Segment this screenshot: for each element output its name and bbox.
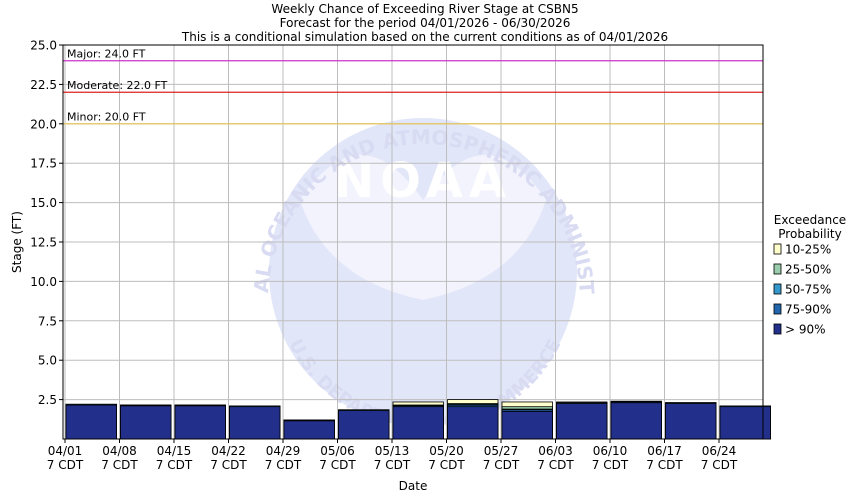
legend: Exceedance Probability 10-25% 25-50% 50-75… bbox=[773, 213, 846, 337]
x-tick-label: 04/15 bbox=[157, 444, 192, 458]
bar-90-05-20 bbox=[447, 406, 499, 440]
legend-entry: 10-25% bbox=[785, 243, 831, 257]
threshold-label: Moderate: 22.0 FT bbox=[67, 79, 168, 92]
x-tick-sublabel: 7 CDT bbox=[156, 458, 193, 472]
x-tick-sublabel: 7 CDT bbox=[101, 458, 138, 472]
x-tick-sublabel: 7 CDT bbox=[537, 458, 574, 472]
x-tick-label: 04/22 bbox=[211, 444, 246, 458]
x-tick-sublabel: 7 CDT bbox=[319, 458, 356, 472]
x-tick-sublabel: 7 CDT bbox=[428, 458, 465, 472]
threshold-lines: Major: 24.0 FT Moderate: 22.0 FT Minor: 20… bbox=[63, 47, 763, 125]
y-tick-label: 20.0 bbox=[30, 117, 57, 131]
x-tick-sublabel: 7 CDT bbox=[265, 458, 302, 472]
x-tick-label: 04/01 bbox=[48, 444, 83, 458]
x-tick-label: 05/06 bbox=[320, 444, 355, 458]
bar-90-04-01 bbox=[65, 404, 117, 440]
x-tick-sublabel: 7 CDT bbox=[47, 458, 84, 472]
y-tick-label: 25.0 bbox=[30, 39, 57, 53]
threshold-label: Minor: 20.0 FT bbox=[67, 110, 146, 123]
legend-swatch bbox=[773, 303, 782, 315]
y-tick-label: 12.5 bbox=[30, 236, 57, 250]
x-tick-sublabel: 7 CDT bbox=[646, 458, 683, 472]
y-tick-label: 5.0 bbox=[38, 354, 57, 368]
bar-90-05-06 bbox=[338, 410, 390, 440]
legend-title-line-2: Probability bbox=[778, 227, 841, 241]
x-tick-label: 04/08 bbox=[102, 444, 137, 458]
x-tick-label: 05/13 bbox=[375, 444, 410, 458]
y-tick-label: 17.5 bbox=[30, 157, 57, 171]
legend-swatch bbox=[773, 263, 782, 275]
y-tick-label: 10.0 bbox=[30, 275, 57, 289]
bar-90-04-08 bbox=[120, 405, 172, 440]
legend-entry: 75-90% bbox=[785, 303, 831, 317]
legend-entry: > 90% bbox=[785, 323, 826, 337]
watermark-wing-shape bbox=[300, 155, 546, 300]
x-tick-sublabel: 7 CDT bbox=[701, 458, 738, 472]
x-tick-label: 06/24 bbox=[702, 444, 737, 458]
x-axis-label: Date bbox=[399, 479, 428, 493]
x-tick-sublabel: 7 CDT bbox=[592, 458, 629, 472]
legend-swatch bbox=[773, 243, 782, 255]
x-tick-label: 06/17 bbox=[647, 444, 682, 458]
y-tick-label: 15.0 bbox=[30, 196, 57, 210]
bar-90-06-17 bbox=[665, 403, 717, 440]
legend-swatch bbox=[773, 283, 782, 295]
x-tick-label: 04/29 bbox=[266, 444, 301, 458]
x-tick-label: 06/03 bbox=[538, 444, 573, 458]
watermark-disc bbox=[269, 118, 577, 426]
bar-90-05-13 bbox=[392, 406, 444, 440]
x-tick-sublabel: 7 CDT bbox=[210, 458, 247, 472]
y-axis-label: Stage (FT) bbox=[10, 211, 24, 273]
bar-90-06-03 bbox=[556, 403, 608, 440]
legend-entry: 25-50% bbox=[785, 263, 831, 277]
x-tick-label: 05/20 bbox=[429, 444, 464, 458]
threshold-label: Major: 24.0 FT bbox=[67, 47, 146, 60]
x-tick-sublabel: 7 CDT bbox=[374, 458, 411, 472]
legend-entry: 50-75% bbox=[785, 283, 831, 297]
x-tick-label: 05/27 bbox=[484, 444, 519, 458]
chart-title: Weekly Chance of Exceeding River Stage a… bbox=[271, 2, 578, 16]
bar-90-06-10 bbox=[610, 402, 662, 440]
legend-swatch bbox=[773, 323, 782, 335]
y-tick-label: 7.5 bbox=[38, 314, 57, 328]
chart-subtitle-period: Forecast for the period 04/01/2026 - 06/… bbox=[280, 16, 571, 30]
y-axis: 2.5 5.0 7.5 10.0 12.5 15.0 17.5 20.0 22.5 25.0 bbox=[30, 39, 63, 407]
chart-subtitle-conditions: This is a conditional simulation based o… bbox=[181, 30, 668, 44]
bar-90-04-22 bbox=[229, 406, 281, 440]
bar-90-05-27 bbox=[501, 411, 553, 440]
x-tick-sublabel: 7 CDT bbox=[483, 458, 520, 472]
bars bbox=[65, 399, 771, 440]
bar-90-04-15 bbox=[174, 405, 226, 440]
y-tick-label: 2.5 bbox=[38, 393, 57, 407]
legend-title-line-1: Exceedance bbox=[774, 213, 846, 227]
x-tick-label: 06/10 bbox=[593, 444, 628, 458]
bar-90-04-29 bbox=[283, 420, 335, 440]
watermark-logo-text: NOAA bbox=[334, 153, 512, 209]
y-tick-label: 22.5 bbox=[30, 78, 57, 92]
